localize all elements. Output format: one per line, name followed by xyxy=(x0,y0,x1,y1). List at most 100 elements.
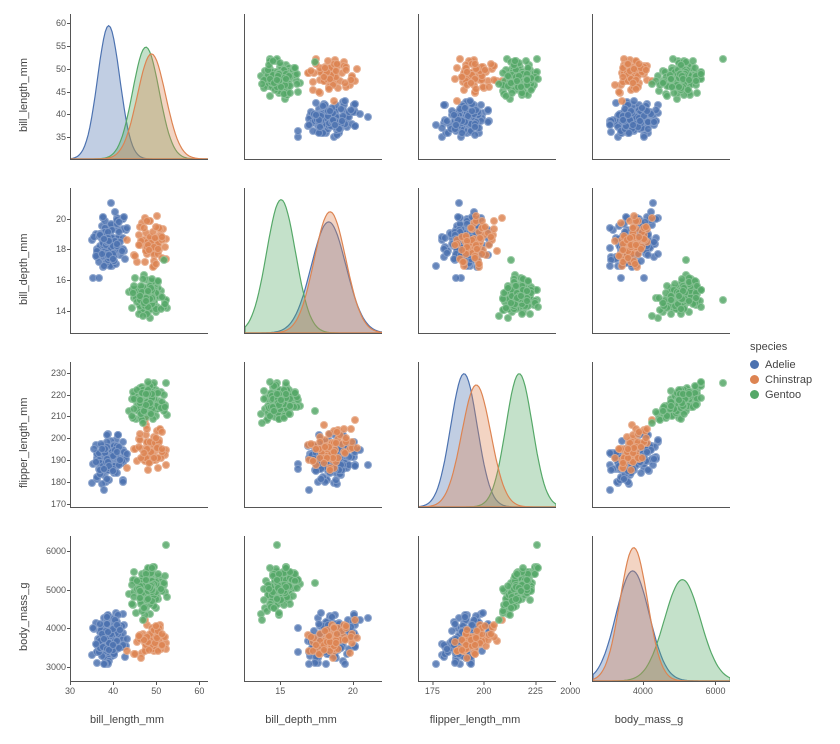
y-ticks: 354045505560 xyxy=(42,14,68,160)
scatter-dot xyxy=(103,613,111,621)
scatter-dot xyxy=(481,622,489,630)
scatter-dot xyxy=(144,466,152,474)
scatter-dot xyxy=(644,125,652,133)
scatter-dot xyxy=(277,587,285,595)
x-ticks: 30405060 xyxy=(70,684,208,702)
scatter-dot xyxy=(504,284,512,292)
scatter-dot xyxy=(128,600,136,608)
scatter-dot xyxy=(632,85,640,93)
scatter-dot xyxy=(326,107,334,115)
scatter-dot xyxy=(631,260,639,268)
tick-label: 210 xyxy=(51,411,66,421)
scatter-dot xyxy=(116,456,124,464)
scatter-dot xyxy=(533,541,541,549)
kde-panel: 354045505560 xyxy=(42,10,212,180)
scatter-dot xyxy=(113,240,121,248)
scatter-dot xyxy=(109,641,117,649)
scatter-dot xyxy=(100,486,108,494)
scatter-dot xyxy=(111,208,119,216)
scatter-dot xyxy=(353,65,361,73)
scatter-dot xyxy=(311,407,319,415)
scatter-dot xyxy=(692,401,700,409)
scatter-dot xyxy=(624,111,632,119)
legend: species AdelieChinstrapGentoo xyxy=(750,341,812,404)
scatter-dot xyxy=(142,576,150,584)
scatter-dot xyxy=(311,58,319,66)
scatter-dot xyxy=(458,646,466,654)
scatter-dot xyxy=(154,245,162,253)
scatter-dot xyxy=(490,225,498,233)
scatter-dot xyxy=(606,262,614,270)
tick-label: 225 xyxy=(528,686,543,696)
tick-label: 230 xyxy=(51,368,66,378)
scatter-plot xyxy=(245,362,382,507)
scatter-dot xyxy=(451,638,459,646)
scatter-dot xyxy=(321,64,329,72)
scatter-dot xyxy=(285,410,293,418)
scatter-dot xyxy=(432,121,440,129)
scatter-dot xyxy=(484,106,492,114)
tick-label: 175 xyxy=(425,686,440,696)
scatter-dot xyxy=(461,104,469,112)
scatter-dot xyxy=(332,639,340,647)
legend-label: Adelie xyxy=(765,359,796,371)
scatter-plot xyxy=(245,536,382,681)
scatter-dot xyxy=(115,228,123,236)
scatter-dot xyxy=(667,296,675,304)
tick-label: 220 xyxy=(51,390,66,400)
scatter-dot xyxy=(677,305,685,313)
scatter-dot xyxy=(273,576,281,584)
scatter-dot xyxy=(517,83,525,91)
scatter-dot xyxy=(663,92,671,100)
panel-frame xyxy=(244,362,382,508)
scatter-dot xyxy=(353,634,361,642)
y-axis-label: flipper_length_mm xyxy=(10,358,38,528)
scatter-dot xyxy=(680,410,688,418)
scatter-dot xyxy=(356,110,364,118)
scatter-dot xyxy=(518,310,526,318)
scatter-dot xyxy=(152,622,160,630)
scatter-dot xyxy=(92,640,100,648)
scatter-dot xyxy=(697,303,705,311)
scatter-dot xyxy=(260,395,268,403)
tick-label: 200 xyxy=(476,686,491,696)
scatter-dot xyxy=(649,199,657,207)
scatter-dot xyxy=(162,379,170,387)
kde-svg xyxy=(245,188,382,333)
scatter-dot xyxy=(123,236,131,244)
scatter-dot xyxy=(606,121,614,129)
panel-frame xyxy=(418,362,556,508)
scatter-dot xyxy=(135,443,143,451)
scatter-dot xyxy=(100,465,108,473)
scatter-dot xyxy=(286,402,294,410)
scatter-plot xyxy=(71,188,208,333)
scatter-dot xyxy=(624,445,632,453)
scatter-dot xyxy=(342,434,350,442)
scatter-dot xyxy=(329,654,337,662)
x-axis-label: bill_length_mm xyxy=(42,706,212,734)
scatter-dot xyxy=(162,461,170,469)
scatter-dot xyxy=(144,595,152,603)
scatter-dot xyxy=(619,459,627,467)
scatter-dot xyxy=(158,445,166,453)
scatter-dot xyxy=(341,449,349,457)
scatter-dot xyxy=(504,582,512,590)
scatter-dot xyxy=(606,486,614,494)
tick-label: 6000 xyxy=(46,546,66,556)
scatter-dot xyxy=(316,123,324,131)
scatter-dot xyxy=(158,630,166,638)
tick-label: 15 xyxy=(275,686,285,696)
scatter-dot xyxy=(100,660,108,668)
panel-frame xyxy=(592,362,730,508)
tick-label: 20 xyxy=(348,686,358,696)
scatter-dot xyxy=(493,247,501,255)
panel-frame xyxy=(244,188,382,334)
scatter-dot xyxy=(490,217,498,225)
scatter-dot xyxy=(107,199,115,207)
panel-frame xyxy=(418,14,556,160)
scatter-dot xyxy=(139,419,147,427)
scatter-dot xyxy=(98,250,106,258)
scatter-dot xyxy=(659,299,667,307)
scatter-dot xyxy=(626,234,634,242)
scatter-dot xyxy=(606,244,614,252)
